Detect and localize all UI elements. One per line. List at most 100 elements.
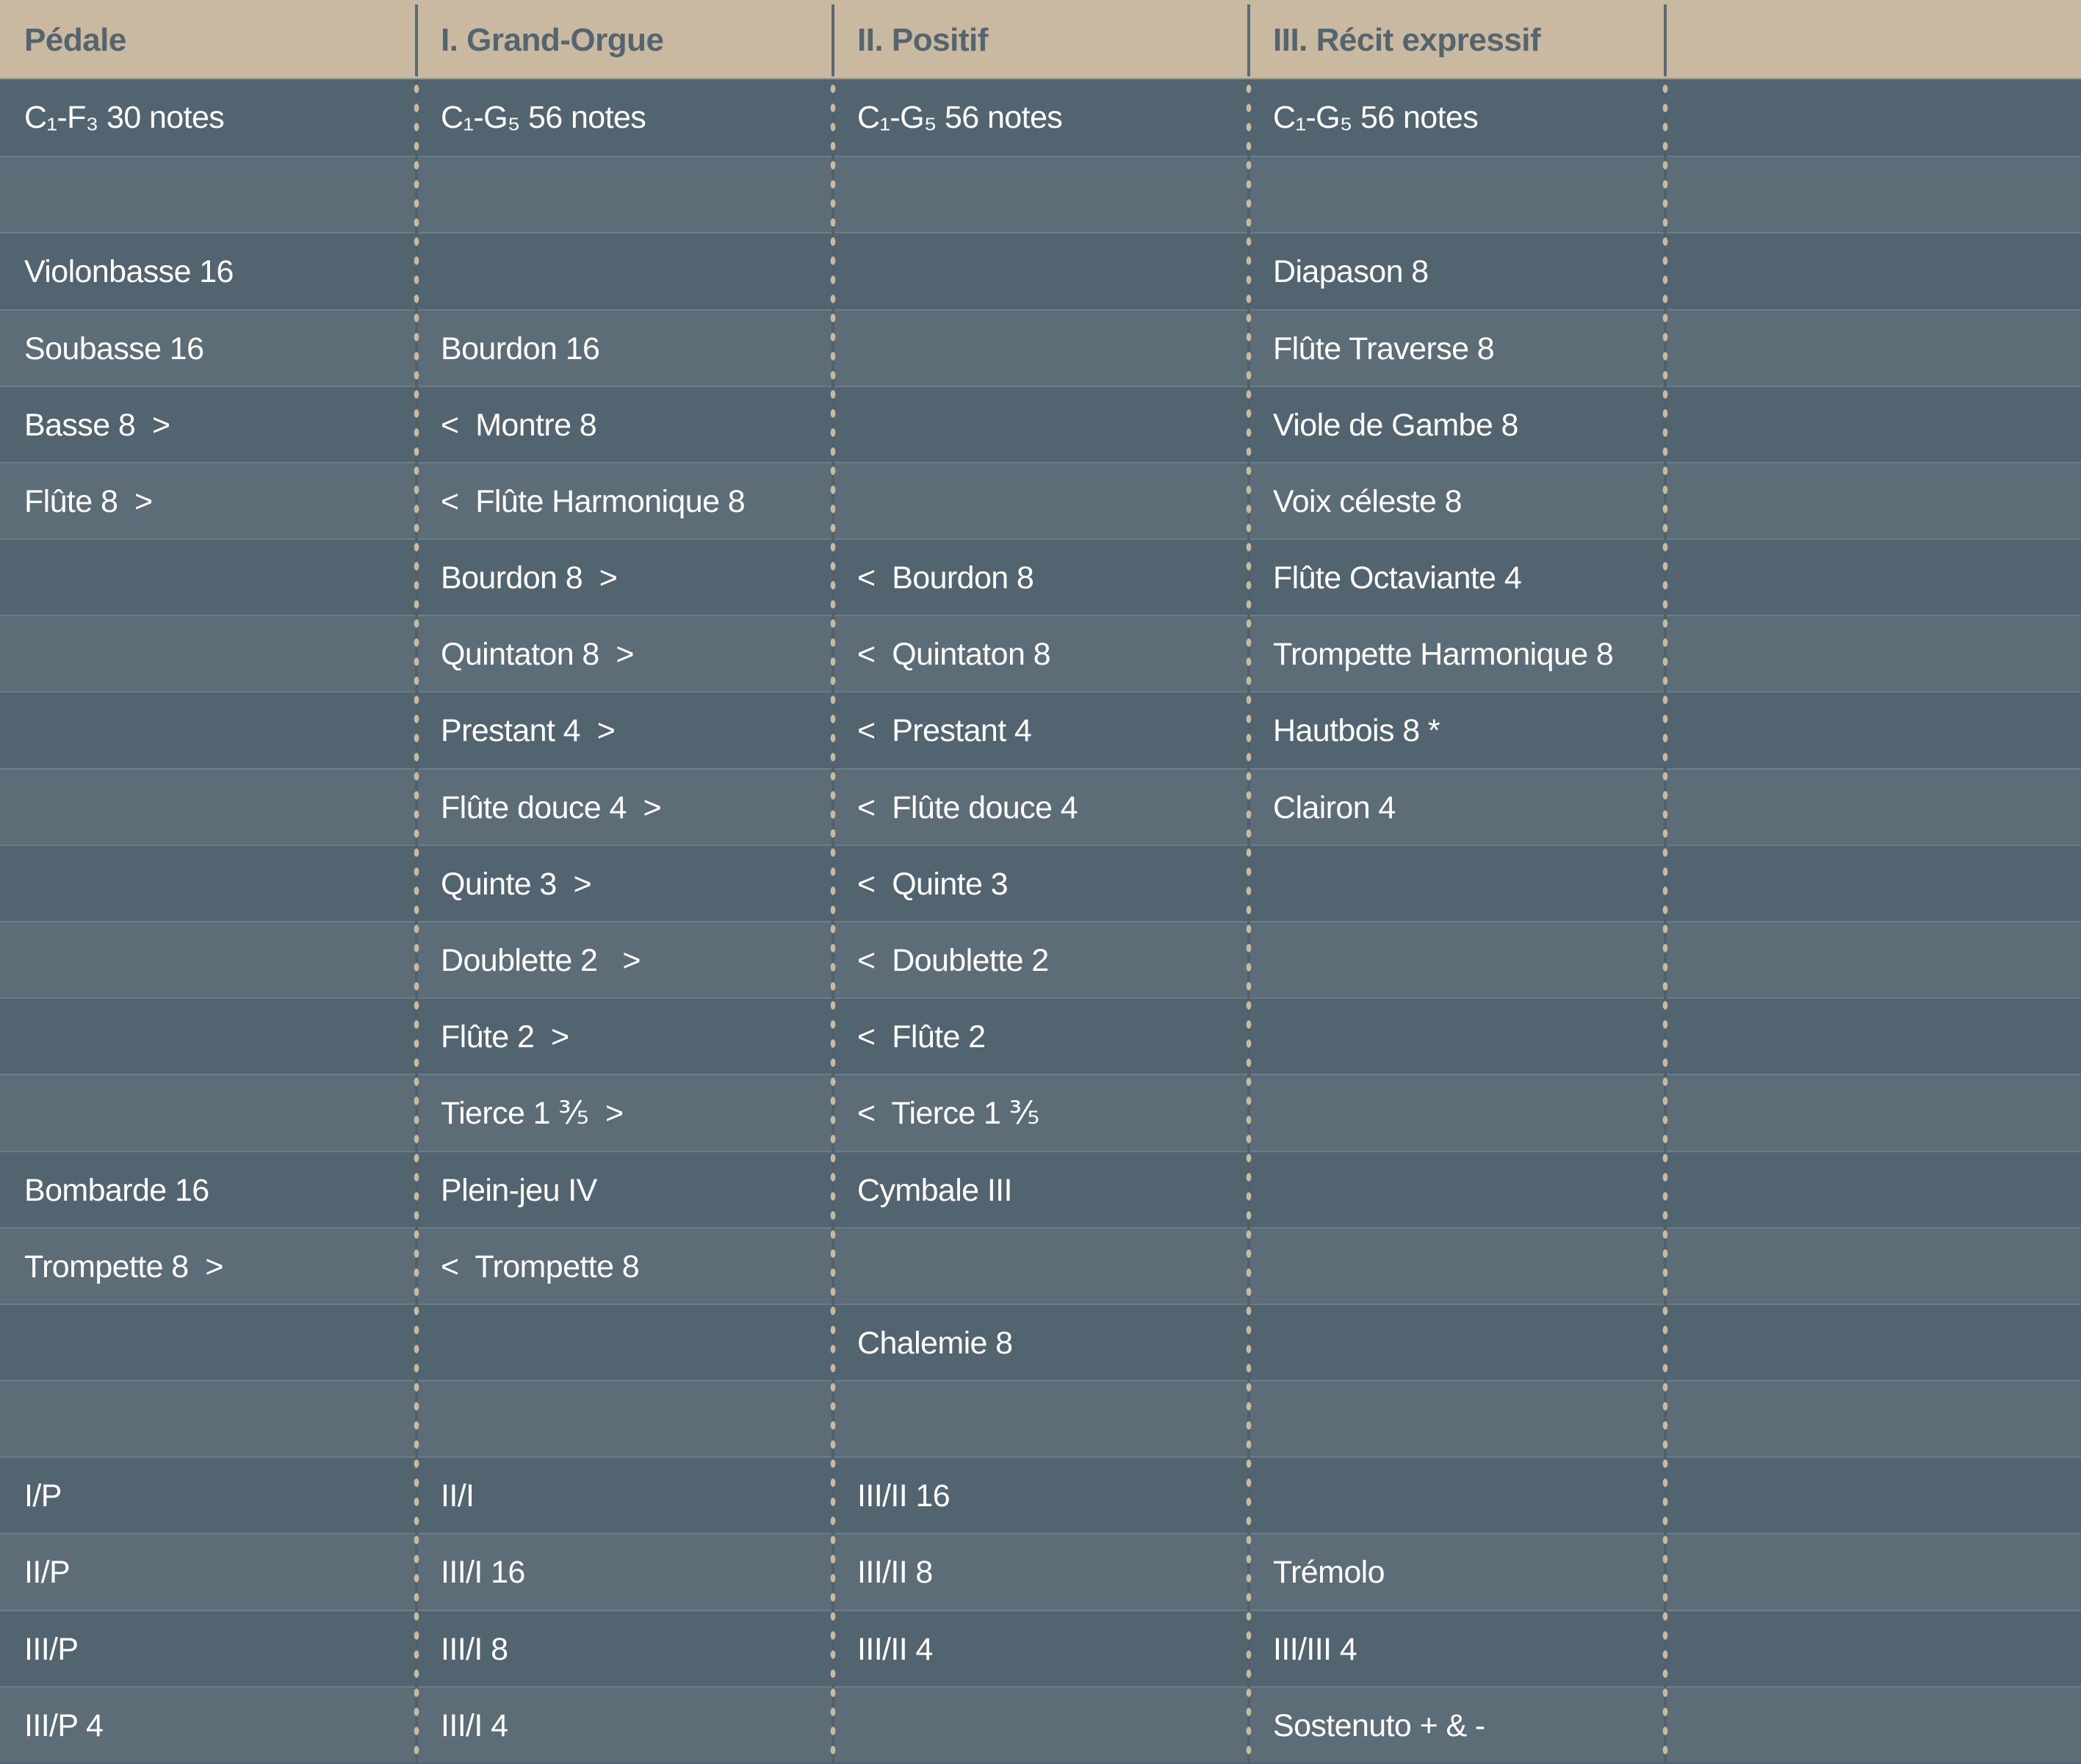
cell-extra bbox=[1665, 999, 2081, 1074]
table-row: Quintaton 8 > < Quintaton 8 Trompette Harm… bbox=[0, 615, 2081, 692]
cell-pedale bbox=[0, 999, 416, 1074]
cell-extra bbox=[1665, 922, 2081, 997]
cell-extra bbox=[1665, 1152, 2081, 1227]
cell-positif: < Prestant 4 bbox=[857, 713, 1032, 749]
cell-recit-expressif: Diapason 8 bbox=[1273, 254, 1429, 290]
table-row bbox=[0, 156, 2081, 233]
cell-pedale: Violonbasse 16 bbox=[24, 254, 234, 290]
cell-recit-expressif: Sostenuto + & - bbox=[1273, 1707, 1485, 1743]
cell-pedale: Bombarde 16 bbox=[24, 1172, 209, 1208]
cell-extra bbox=[1665, 79, 2081, 154]
cell-grand-orgue: Flûte douce 4 > bbox=[441, 789, 662, 825]
cell-extra bbox=[1665, 1688, 2081, 1763]
cell-grand-orgue: Bourdon 16 bbox=[441, 330, 600, 366]
cell-positif: III/II 16 bbox=[857, 1478, 951, 1514]
cell-pedale: C₁-F₃ 30 notes bbox=[24, 100, 225, 135]
cell-recit-expressif: Hautbois 8 * bbox=[1273, 713, 1440, 749]
cell-pedale: Basse 8 > bbox=[24, 407, 170, 443]
table-row: C₁-F₃ 30 notes C₁-G₅ 56 notes C₁-G₅ 56 not… bbox=[0, 79, 2081, 156]
cell-extra bbox=[1665, 616, 2081, 691]
cell-positif: < Bourdon 8 bbox=[857, 560, 1034, 596]
cell-grand-orgue: Flûte 2 > bbox=[441, 1019, 569, 1055]
cell-recit-expressif: Voix céleste 8 bbox=[1273, 483, 1463, 519]
cell-extra bbox=[1665, 540, 2081, 615]
table-row: Prestant 4 > < Prestant 4 Hautbois 8 * bbox=[0, 691, 2081, 768]
cell-grand-orgue bbox=[416, 234, 833, 308]
cell-pedale bbox=[0, 1305, 416, 1380]
cell-extra bbox=[1665, 770, 2081, 845]
cell-recit-expressif: Flûte Traverse 8 bbox=[1273, 330, 1495, 366]
column-header-pedale: Pédale bbox=[24, 22, 126, 58]
table-header: Pédale I. Grand-Orgue II. Positif III. Réci… bbox=[0, 0, 2081, 79]
cell-pedale bbox=[0, 540, 416, 615]
cell-pedale bbox=[0, 157, 416, 232]
table-row: Quinte 3 > < Quinte 3 bbox=[0, 844, 2081, 921]
table-row: Flûte 8 > < Flûte Harmonique 8 Voix célest… bbox=[0, 461, 2081, 539]
table-row: Basse 8 > < Montre 8 Viole de Gambe 8 bbox=[0, 385, 2081, 462]
cell-grand-orgue bbox=[416, 1381, 833, 1456]
cell-positif bbox=[833, 311, 1249, 386]
table-row bbox=[0, 1380, 2081, 1457]
cell-grand-orgue: Quinte 3 > bbox=[441, 866, 592, 902]
cell-extra bbox=[1665, 1534, 2081, 1609]
cell-positif bbox=[833, 387, 1249, 462]
table-row: Trompette 8 > < Trompette 8 bbox=[0, 1226, 2081, 1304]
table-row: Soubasse 16 Bourdon 16 Flûte Traverse 8 bbox=[0, 308, 2081, 386]
cell-grand-orgue: Doublette 2 > bbox=[441, 943, 641, 978]
cell-positif bbox=[833, 1688, 1249, 1763]
cell-recit-expressif bbox=[1249, 922, 1665, 997]
table-row: Flûte 2 > < Flûte 2 bbox=[0, 997, 2081, 1074]
cell-positif bbox=[833, 463, 1249, 538]
cell-grand-orgue: Prestant 4 > bbox=[441, 713, 616, 749]
cell-extra bbox=[1665, 1305, 2081, 1380]
cell-extra bbox=[1665, 463, 2081, 538]
cell-extra bbox=[1665, 311, 2081, 386]
cell-extra bbox=[1665, 846, 2081, 921]
dotted-column-divider bbox=[1246, 79, 1252, 1763]
cell-positif: III/II 8 bbox=[857, 1555, 933, 1591]
cell-grand-orgue bbox=[416, 157, 833, 232]
cell-extra bbox=[1665, 693, 2081, 767]
cell-extra bbox=[1665, 1458, 2081, 1533]
cell-positif: < Quintaton 8 bbox=[857, 637, 1051, 673]
cell-recit-expressif bbox=[1249, 1075, 1665, 1150]
table-row: Violonbasse 16 Diapason 8 bbox=[0, 232, 2081, 309]
table-row: I/P II/I III/II 16 bbox=[0, 1456, 2081, 1533]
cell-positif bbox=[833, 157, 1249, 232]
cell-positif: III/II 4 bbox=[857, 1631, 933, 1667]
cell-pedale: Trompette 8 > bbox=[24, 1248, 223, 1284]
table-row: III/P III/I 8 III/II 4 III/III 4 bbox=[0, 1609, 2081, 1686]
cell-recit-expressif bbox=[1249, 1458, 1665, 1533]
header-divider bbox=[1247, 4, 1250, 76]
column-header-recit-expressif: III. Récit expressif bbox=[1273, 22, 1541, 58]
cell-recit-expressif bbox=[1249, 1381, 1665, 1456]
cell-grand-orgue: < Montre 8 bbox=[441, 407, 597, 443]
cell-positif bbox=[833, 234, 1249, 308]
column-header-grand-orgue: I. Grand-Orgue bbox=[441, 22, 664, 58]
cell-recit-expressif bbox=[1249, 999, 1665, 1074]
cell-pedale: Soubasse 16 bbox=[24, 330, 204, 366]
cell-pedale bbox=[0, 770, 416, 845]
cell-extra bbox=[1665, 1229, 2081, 1304]
cell-recit-expressif bbox=[1249, 157, 1665, 232]
cell-grand-orgue: Plein-jeu IV bbox=[441, 1172, 597, 1208]
table-row: Chalemie 8 bbox=[0, 1303, 2081, 1381]
dotted-column-divider bbox=[830, 79, 836, 1763]
cell-grand-orgue: < Flûte Harmonique 8 bbox=[441, 483, 746, 519]
cell-pedale bbox=[0, 922, 416, 997]
cell-recit-expressif bbox=[1249, 1305, 1665, 1380]
cell-recit-expressif: Clairon 4 bbox=[1273, 789, 1396, 825]
cell-pedale: II/P bbox=[24, 1555, 71, 1591]
header-divider bbox=[415, 4, 418, 76]
header-divider bbox=[1664, 4, 1667, 76]
cell-positif bbox=[833, 1229, 1249, 1304]
cell-positif: < Doublette 2 bbox=[857, 943, 1049, 978]
cell-positif: Chalemie 8 bbox=[857, 1325, 1013, 1361]
table-row: Bombarde 16 Plein-jeu IV Cymbale III bbox=[0, 1150, 2081, 1227]
table-body: C₁-F₃ 30 notes C₁-G₅ 56 notes C₁-G₅ 56 not… bbox=[0, 79, 2081, 1763]
cell-recit-expressif: C₁-G₅ 56 notes bbox=[1273, 100, 1479, 135]
cell-extra bbox=[1665, 1611, 2081, 1686]
table-row: Tierce 1 ⅗ > < Tierce 1 ⅗ bbox=[0, 1074, 2081, 1151]
column-header-extra bbox=[1665, 0, 2081, 78]
